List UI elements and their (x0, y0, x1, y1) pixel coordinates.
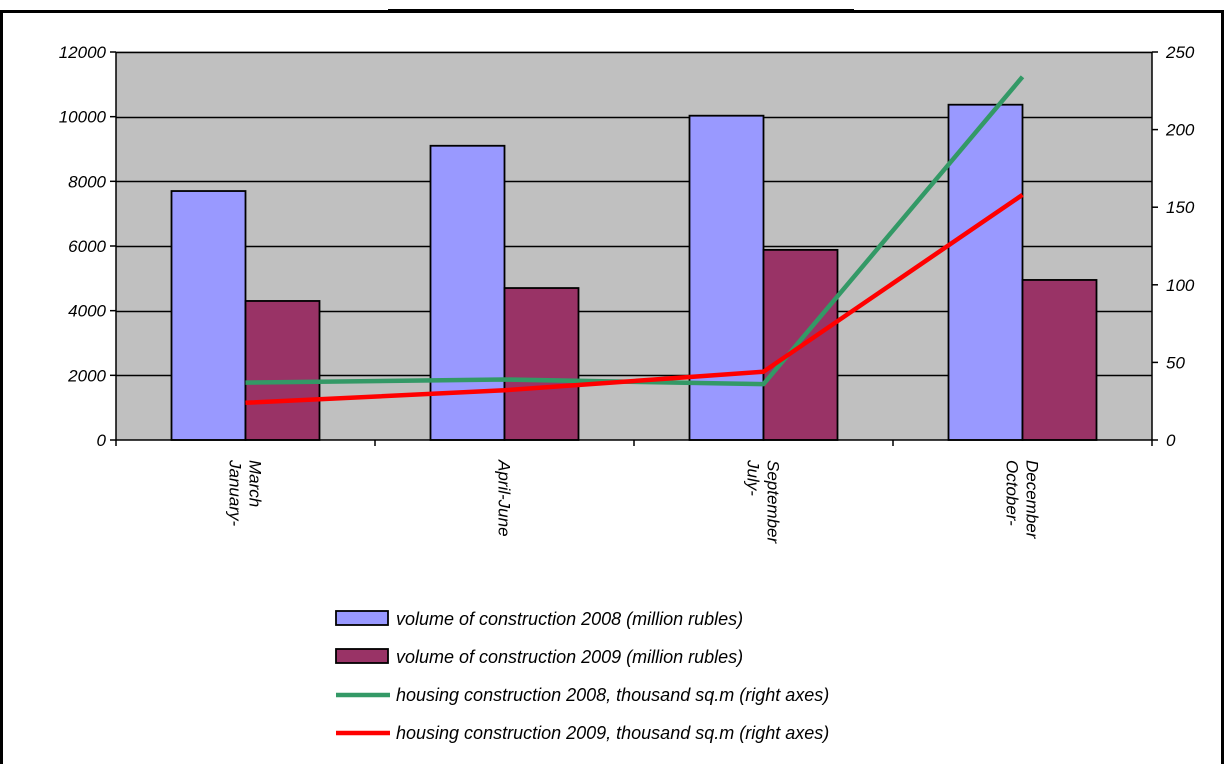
x-category-label-line: September (764, 460, 783, 544)
bar-2008-2 (688, 114, 765, 441)
legend-label-0: volume of construction 2008 (million rub… (396, 609, 743, 629)
legend-swatch-bar-0 (335, 610, 389, 626)
left-tick-label: 6000 (68, 237, 106, 256)
legend-swatch-bar-1 (335, 648, 389, 664)
bar-2008-3 (947, 103, 1024, 441)
left-tick-label: 2000 (67, 366, 106, 385)
right-tick-label: 100 (1166, 276, 1195, 295)
left-tick-label: 12000 (59, 43, 107, 62)
x-category-label-2: July- September (744, 459, 783, 544)
legend: volume of construction 2008 (million rub… (335, 609, 829, 743)
title-strip-mask (388, 0, 854, 11)
x-category-label-line: January- (226, 459, 245, 526)
x-category-label-line: March (246, 460, 265, 507)
line-housing-2009 (245, 192, 1024, 406)
bar-2008-0 (170, 190, 247, 441)
right-tick-label: 250 (1165, 43, 1195, 62)
x-category-label-line: July- (744, 459, 763, 496)
right-tick-label: 0 (1166, 431, 1176, 450)
left-tick-label: 4000 (68, 302, 106, 321)
x-category-label-3: October- December (1003, 460, 1042, 540)
x-category-label-line: October- (1003, 460, 1022, 526)
right-tick-label: 200 (1165, 121, 1195, 140)
left-tick-label: 8000 (68, 172, 106, 191)
axes: 0 2000 4000 6000 8000 10000 12000 0 50 100 150 200 2… (59, 43, 1195, 544)
left-tick-label: 0 (97, 431, 107, 450)
bar-2009-1 (503, 287, 580, 441)
left-tick-label: 10000 (59, 108, 107, 127)
bar-2009-3 (1021, 279, 1098, 441)
legend-label-3: housing construction 2009, thousand sq.m… (396, 723, 829, 743)
x-category-label-line: April-June (495, 459, 514, 537)
x-category-label-line: December (1023, 460, 1042, 540)
bar-2008-1 (429, 144, 506, 441)
lines (245, 75, 1025, 406)
legend-label-1: volume of construction 2009 (million rub… (396, 647, 743, 667)
x-category-label-0: January- March (226, 459, 265, 526)
bar-2009-0 (244, 300, 321, 441)
right-tick-label: 50 (1166, 353, 1185, 372)
x-category-label-1: April-June (495, 459, 514, 537)
right-tick-label: 150 (1166, 198, 1195, 217)
legend-label-2: housing construction 2008, thousand sq.m… (396, 685, 829, 705)
